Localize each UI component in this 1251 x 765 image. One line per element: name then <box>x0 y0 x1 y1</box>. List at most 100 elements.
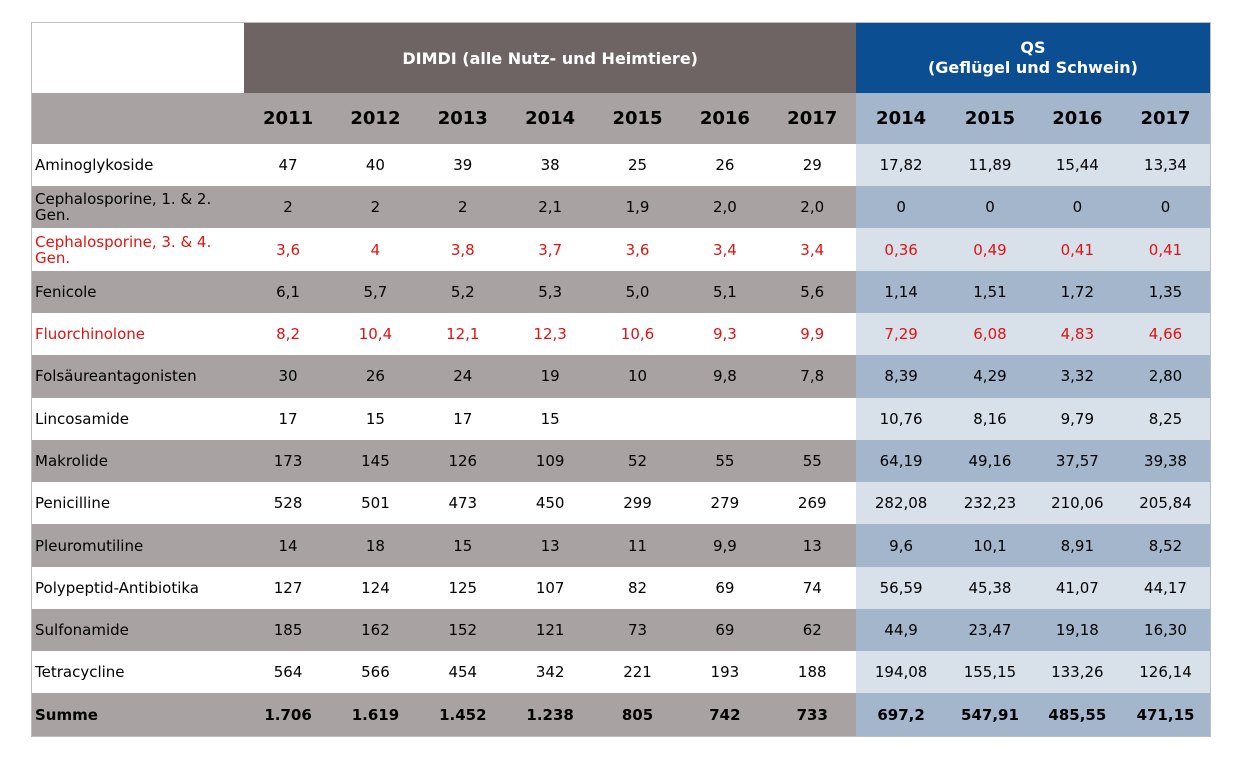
qs-value-cell: 45,38 <box>946 566 1034 609</box>
dimdi-value-cell: 9,9 <box>681 524 769 567</box>
qs-value-cell: 11,89 <box>946 143 1034 187</box>
table-row: Polypeptid-Antibiotika 127 124 125 107 82 69 74… <box>31 566 1211 609</box>
qs-value-cell: 0,49 <box>946 228 1034 271</box>
qs-value-cell: 9,79 <box>1033 397 1122 440</box>
dimdi-year-header: 2015 <box>593 93 682 144</box>
dimdi-value-cell: 124 <box>331 566 420 609</box>
dimdi-value-cell: 26 <box>331 355 420 398</box>
row-label: Fluorchinolone <box>31 312 245 356</box>
dimdi-value-cell: 38 <box>506 143 594 187</box>
dimdi-value-cell: 62 <box>768 608 856 652</box>
dimdi-year-header: 2016 <box>681 93 769 144</box>
dimdi-value-cell: 269 <box>768 482 856 525</box>
dimdi-total-cell: 1.238 <box>506 693 594 737</box>
dimdi-value-cell: 3,4 <box>768 228 856 271</box>
qs-value-cell: 3,32 <box>1033 355 1122 398</box>
dimdi-value-cell: 26 <box>681 143 769 187</box>
dimdi-value-cell: 2 <box>244 186 332 229</box>
dimdi-value-cell: 29 <box>768 143 856 187</box>
qs-value-cell: 0 <box>1033 186 1122 229</box>
dimdi-value-cell: 127 <box>244 566 332 609</box>
dimdi-value-cell: 47 <box>244 143 332 187</box>
qs-value-cell: 10,1 <box>946 524 1034 567</box>
qs-value-cell: 0 <box>946 186 1034 229</box>
dimdi-value-cell: 55 <box>681 439 769 483</box>
dimdi-value-cell: 6,1 <box>244 270 332 313</box>
qs-value-cell: 4,66 <box>1121 312 1211 356</box>
row-label: Makrolide <box>31 439 245 483</box>
dimdi-value-cell: 564 <box>244 651 332 694</box>
dimdi-value-cell: 5,1 <box>681 270 769 313</box>
qs-value-cell: 155,15 <box>946 651 1034 694</box>
group-header-row: DIMDI (alle Nutz- und Heimtiere) QS (Geflü… <box>31 22 1211 94</box>
dimdi-value-cell: 5,0 <box>593 270 682 313</box>
qs-value-cell: 8,25 <box>1121 397 1211 440</box>
dimdi-total-cell: 742 <box>681 693 769 737</box>
dimdi-value-cell: 14 <box>244 524 332 567</box>
total-row: Summe 1.706 1.619 1.452 1.238 805 742 733 697,2 5… <box>31 693 1211 737</box>
dimdi-year-header: 2017 <box>768 93 856 144</box>
dimdi-value-cell: 9,9 <box>768 312 856 356</box>
dimdi-group-header: DIMDI (alle Nutz- und Heimtiere) <box>244 22 856 94</box>
dimdi-value-cell: 450 <box>506 482 594 525</box>
qs-value-cell: 8,39 <box>855 355 947 398</box>
dimdi-value-cell: 221 <box>593 651 682 694</box>
qs-total-cell: 471,15 <box>1121 693 1211 737</box>
row-label: Cephalosporine, 3. & 4. Gen. <box>31 228 245 271</box>
dimdi-value-cell: 126 <box>419 439 507 483</box>
dimdi-value-cell: 501 <box>331 482 420 525</box>
dimdi-value-cell: 5,3 <box>506 270 594 313</box>
dimdi-value-cell: 69 <box>681 608 769 652</box>
dimdi-value-cell: 299 <box>593 482 682 525</box>
dimdi-value-cell: 55 <box>768 439 856 483</box>
dimdi-value-cell: 121 <box>506 608 594 652</box>
qs-value-cell: 9,6 <box>855 524 947 567</box>
dimdi-value-cell: 74 <box>768 566 856 609</box>
row-label: Fenicole <box>31 270 245 313</box>
qs-value-cell: 205,84 <box>1121 482 1211 525</box>
qs-value-cell: 44,17 <box>1121 566 1211 609</box>
qs-total-cell: 485,55 <box>1033 693 1122 737</box>
qs-value-cell: 4,83 <box>1033 312 1122 356</box>
dimdi-value-cell: 2,0 <box>768 186 856 229</box>
dimdi-value-cell: 528 <box>244 482 332 525</box>
qs-value-cell: 4,29 <box>946 355 1034 398</box>
qs-group-header: QS (Geflügel und Schwein) <box>855 22 1211 94</box>
dimdi-value-cell: 3,6 <box>593 228 682 271</box>
row-label: Tetracycline <box>31 651 245 694</box>
row-label: Aminoglykoside <box>31 143 245 187</box>
row-label: Folsäureantagonisten <box>31 355 245 398</box>
dimdi-value-cell: 52 <box>593 439 682 483</box>
table-row: Penicilline 528 501 473 450 299 279 269 282,08 23… <box>31 482 1211 525</box>
dimdi-value-cell: 7,8 <box>768 355 856 398</box>
corner-cell <box>31 22 245 94</box>
table-row: Tetracycline 564 566 454 342 221 193 188 194,08 1… <box>31 651 1211 694</box>
year-header-row: 2011 2012 2013 2014 2015 2016 2017 2014 2015 2016… <box>31 93 1211 144</box>
qs-value-cell: 7,29 <box>855 312 947 356</box>
qs-value-cell: 49,16 <box>946 439 1034 483</box>
dimdi-value-cell: 11 <box>593 524 682 567</box>
dimdi-value-cell: 3,7 <box>506 228 594 271</box>
dimdi-value-cell: 40 <box>331 143 420 187</box>
table-row: Fluorchinolone 8,2 10,4 12,1 12,3 10,6 9,3 9,9 7… <box>31 312 1211 356</box>
dimdi-value-cell: 19 <box>506 355 594 398</box>
dimdi-total-cell: 733 <box>768 693 856 737</box>
dimdi-value-cell: 17 <box>419 397 507 440</box>
dimdi-value-cell <box>681 397 769 440</box>
qs-value-cell: 282,08 <box>855 482 947 525</box>
dimdi-value-cell <box>768 397 856 440</box>
qs-value-cell: 15,44 <box>1033 143 1122 187</box>
table-row: Makrolide 173 145 126 109 52 55 55 64,19 49,16 37,… <box>31 439 1211 483</box>
dimdi-value-cell: 145 <box>331 439 420 483</box>
dimdi-value-cell: 5,6 <box>768 270 856 313</box>
dimdi-value-cell: 185 <box>244 608 332 652</box>
dimdi-year-header: 2013 <box>419 93 507 144</box>
table-row: Lincosamide 17 15 17 15 10,76 8,16 9,79 8,25 <box>31 397 1211 440</box>
qs-value-cell: 1,14 <box>855 270 947 313</box>
qs-header-line1: QS <box>1020 38 1046 58</box>
dimdi-value-cell: 15 <box>419 524 507 567</box>
dimdi-value-cell: 152 <box>419 608 507 652</box>
dimdi-value-cell: 566 <box>331 651 420 694</box>
table-row: Sulfonamide 185 162 152 121 73 69 62 44,9 23,47 19… <box>31 608 1211 652</box>
qs-value-cell: 23,47 <box>946 608 1034 652</box>
